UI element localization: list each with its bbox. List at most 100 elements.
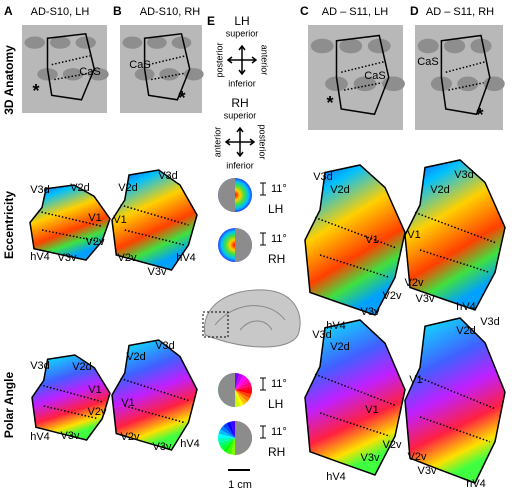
marker: *: [178, 88, 185, 108]
polar-wedge: [235, 390, 252, 395]
roi-outline: [143, 32, 191, 101]
row-label: Eccentricity: [2, 191, 16, 259]
roi-outline: [46, 32, 96, 101]
area-label: V2d: [118, 182, 138, 194]
area-label: V3v: [61, 430, 80, 442]
polar-wedge: [235, 381, 252, 390]
area-label: V3d: [30, 360, 50, 372]
sulcus-shade: [367, 38, 391, 54]
sulcus-shade: [310, 38, 334, 54]
retinotopic-map: [304, 164, 406, 316]
area-label: V3v: [153, 441, 172, 453]
polar-wedge: [230, 438, 235, 455]
ignored-hemifield: [218, 373, 235, 407]
area-borders: [120, 377, 189, 424]
retinotopic-map: [404, 317, 506, 484]
polar-wedge: [235, 373, 240, 390]
polar-wedge: [226, 438, 235, 455]
area-label: V2d: [72, 361, 92, 373]
panel-title: AD – S11, RH: [426, 6, 494, 18]
sulcus-shade: [24, 36, 45, 49]
scale-label: 1 cm: [228, 479, 252, 491]
direction: inferior: [226, 160, 254, 170]
retinotopic-map: [29, 184, 111, 261]
polar-wedge: [222, 438, 235, 453]
size-bar: [260, 182, 266, 196]
polar-wedge: [235, 390, 252, 399]
border-dots: [341, 61, 385, 91]
marker: *: [326, 93, 333, 113]
size-label: 11°: [271, 183, 287, 195]
cross-arrows: [226, 44, 258, 76]
hemisphere-label: LH: [268, 397, 283, 411]
sulcus-label: CaS: [417, 56, 438, 68]
polar-wedge: [220, 425, 235, 438]
area-label: V3v: [418, 465, 437, 477]
area-label: V3d: [30, 184, 50, 196]
area-label: V2d: [70, 182, 90, 194]
marker: *: [32, 81, 39, 101]
row-label: Polar Angle: [2, 372, 16, 439]
border-dots: [51, 55, 91, 81]
polar-wedge: [235, 390, 240, 407]
polar-wedge: [220, 438, 235, 451]
area-label: V2d: [430, 184, 450, 196]
sulcus-shade: [457, 76, 479, 92]
sulcus-shade: [50, 36, 71, 49]
area-label: V1: [407, 229, 420, 241]
roi-outline: [335, 34, 390, 116]
sulcus-shade: [171, 36, 192, 49]
polar-wedge: [222, 423, 235, 438]
panel-title: AD – S11, LH: [322, 6, 388, 18]
polar-wedge: [235, 390, 250, 403]
size-bar: [260, 377, 266, 391]
direction: superior: [226, 28, 259, 38]
roi-outline: [440, 34, 491, 116]
row-label: 3D Anatomy: [2, 45, 16, 115]
area-label: V2d: [456, 325, 476, 337]
hemisphere-label: RH: [268, 445, 285, 459]
area-label: V2v: [405, 277, 424, 289]
area-label: V3v: [416, 293, 435, 305]
panel-title: AD-S10, RH: [140, 6, 201, 18]
polar-wedge: [235, 373, 244, 390]
area-label: V2v: [408, 451, 427, 463]
sulcus-shade: [134, 68, 155, 81]
area-label: V3v: [361, 306, 380, 318]
polar-wedge: [218, 438, 235, 443]
ignored-hemifield: [235, 228, 252, 262]
area-label: hV4: [30, 251, 50, 263]
direction: inferior: [228, 78, 256, 88]
area-label: V3d: [313, 171, 333, 183]
area-borders: [314, 373, 396, 437]
brain-detail: [214, 305, 286, 331]
sulcus-shade: [37, 68, 58, 81]
sulcus-shade: [325, 76, 348, 92]
polar-wedge: [230, 421, 235, 438]
polar-wedge: [235, 390, 248, 405]
area-label: V3d: [155, 340, 175, 352]
retinotopic-map: [31, 354, 111, 441]
area-label: hV4: [180, 438, 200, 450]
area-label: V2v: [121, 431, 140, 443]
direction: posterior: [258, 124, 268, 159]
cross-arrows: [224, 126, 256, 158]
area-borders: [120, 204, 189, 246]
ignored-hemifield: [218, 178, 235, 212]
direction: anterior: [212, 127, 222, 158]
size-label: 11°: [271, 426, 287, 438]
area-label: V2d: [330, 341, 350, 353]
retinotopic-map: [404, 159, 506, 311]
polar-wedge: [235, 385, 252, 390]
sulcus-label: CaS: [364, 70, 385, 82]
sulcus-shade: [417, 38, 439, 54]
area-label: V2v: [383, 290, 402, 302]
polar-wedge: [235, 377, 250, 390]
area-borders: [37, 210, 103, 242]
area-label: hV4: [326, 471, 346, 483]
area-label: V3d: [454, 169, 474, 181]
area-label: V3v: [361, 452, 380, 464]
area-label: V1: [88, 212, 101, 224]
polar-wedge: [218, 433, 235, 438]
